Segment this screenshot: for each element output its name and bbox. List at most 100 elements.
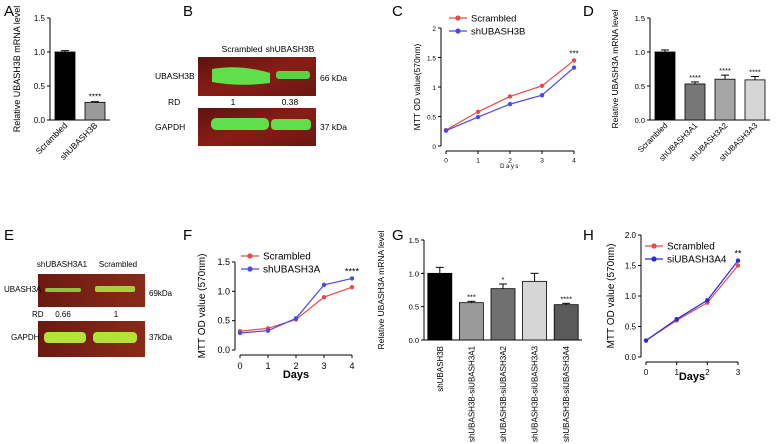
y-tick-label: 1.0 [34, 48, 46, 57]
y-tick-label: 1.0 [217, 286, 230, 296]
data-point [265, 328, 271, 333]
x-axis-label: Days [283, 369, 309, 381]
data-point [237, 330, 243, 336]
x-tick-label: 3 [321, 361, 326, 371]
y-tick-label: 1.5 [217, 257, 230, 267]
legend-label: Scrambled [667, 242, 715, 253]
data-point [539, 93, 545, 98]
significance-label: **** [749, 67, 761, 76]
panel-letter-g: G [392, 227, 404, 244]
series-line [445, 67, 575, 132]
bar [490, 288, 516, 341]
x-tick-label: 3 [736, 368, 741, 377]
x-axis-label: Days [500, 164, 520, 170]
series-line [239, 286, 353, 332]
y-axis-label: Relative UBASH3B mRNA level [12, 6, 22, 133]
significance-label: **** [689, 73, 701, 82]
data-point [321, 295, 327, 300]
bar [684, 83, 706, 121]
blot-e-band-gapdh-scrambled [93, 332, 137, 343]
blot-b-row-label-2: GAPDH [155, 122, 185, 132]
data-point [571, 65, 577, 70]
data-point [321, 282, 327, 288]
significance-label: *** [569, 49, 578, 58]
data-point [674, 316, 679, 322]
bar [714, 78, 736, 121]
y-tick-label: 0.5 [409, 303, 419, 312]
significance-label: *** [467, 292, 476, 301]
data-point [705, 298, 710, 303]
panel-letter-c: C [392, 3, 403, 20]
y-tick-label: 0 [432, 144, 436, 151]
chart-c: 0 0.5 1 1.5 2 0 1 2 3 4 Scrambled shUBASH3B *** Days M… [412, 14, 579, 171]
data-point [571, 58, 577, 63]
y-axis-label: MTT OD value(570nm) [412, 43, 422, 130]
western-blot-e: shUBASH3A1 Scrambled UBASH3A GAPDH 69kDa… [4, 260, 173, 357]
data-point [293, 316, 299, 321]
blot-b-band-gapdh-scrambled [211, 118, 269, 130]
significance-label: ** [734, 249, 742, 259]
blot-e-rd-value-2: 1 [114, 310, 119, 319]
panel-letter-b: B [183, 3, 193, 20]
blot-e-rd-label: RD [32, 310, 44, 319]
x-tick-label: 2 [508, 158, 512, 165]
bar [54, 51, 76, 121]
data-point [443, 128, 449, 133]
x-tick-label: 1 [674, 368, 679, 377]
y-tick-label: 1.0 [409, 269, 419, 278]
x-tick-label: shUBASH3B-siUBASH3A3 [531, 345, 540, 442]
panel-letter-h: H [583, 227, 594, 244]
blot-e-row-label-1: UBASH3A [4, 285, 42, 294]
blot-b-band-ubash3b-sh [276, 71, 310, 79]
y-tick-label: 0.0 [635, 116, 645, 125]
x-tick-label: shUBASH3B-siUBASH3A4 [562, 345, 571, 442]
legend-marker [247, 266, 253, 272]
panel-letter-e: E [4, 227, 14, 244]
y-tick-label: 1.5 [635, 14, 645, 23]
y-tick-label: 0.0 [217, 345, 230, 355]
data-point [735, 258, 741, 263]
y-tick-label: 1.0 [635, 48, 645, 57]
blot-b-size-2: 37 kDa [320, 122, 347, 132]
chart-h: 0.0 0.5 1.0 1.5 2.0 0 1 2 3 Scrambled siUBASH3A4 **… [606, 231, 742, 383]
panel-letter-a: A [4, 3, 14, 20]
significance-label: * [502, 275, 505, 284]
y-tick-label: 1.5 [625, 262, 637, 271]
chart-a: 0.00.51.01.5Scrambled****shUBASH3BRelati… [12, 6, 110, 162]
bar [553, 304, 579, 341]
data-point [475, 114, 481, 120]
y-tick-label: 2.0 [625, 231, 637, 240]
y-axis-label: Relative UBASH3A mRNA level [376, 230, 386, 349]
data-point [507, 101, 513, 107]
data-point [539, 83, 545, 89]
blot-b-rd-label: RD [168, 97, 180, 107]
y-tick-label: 1.5 [409, 236, 419, 245]
blot-b-lane-1: Scrambled [222, 44, 263, 54]
western-blot-b: Scrambled shUBASH3B UBASH3B GAPDH 66 kDa… [155, 44, 347, 146]
y-tick-label: 0.5 [34, 82, 46, 91]
y-tick-label: 0.0 [409, 336, 419, 345]
blot-e-size-1: 69kDa [149, 289, 173, 298]
blot-e-rd-value-1: 0.66 [55, 310, 71, 319]
y-tick-label: 0.0 [34, 116, 46, 125]
blot-e-band-gapdh-sh [44, 332, 86, 343]
blot-e-lane-1: shUBASH3A1 [37, 260, 88, 269]
blot-b-size-1: 66 kDa [320, 73, 347, 83]
x-tick-label: 2 [705, 368, 710, 377]
blot-b-lane-2: shUBASH3B [266, 44, 315, 54]
legend-label: Scrambled [471, 14, 516, 25]
x-tick-label: shUBASH3B-siUBASH3A1 [467, 345, 476, 442]
y-tick-label: 1.0 [625, 292, 637, 301]
blot-e-band-ubash3a-scrambled [95, 286, 135, 292]
x-tick-label: 0 [237, 361, 242, 371]
chart-g: 0.0 0.5 1.0 1.5 shUBASH3B *** shUBASH3B-siUBAS… [376, 230, 582, 442]
x-tick-label: 1 [476, 158, 480, 165]
bar [654, 51, 676, 121]
legend-marker [455, 28, 461, 34]
blot-e-lane-2: Scrambled [99, 260, 137, 269]
significance-label: **** [560, 294, 572, 303]
bar [744, 79, 766, 121]
x-tick-label: shUBASH3B-siUBASH3A2 [499, 345, 508, 442]
y-axis-label: MTT OD value (570nm) [606, 244, 617, 349]
